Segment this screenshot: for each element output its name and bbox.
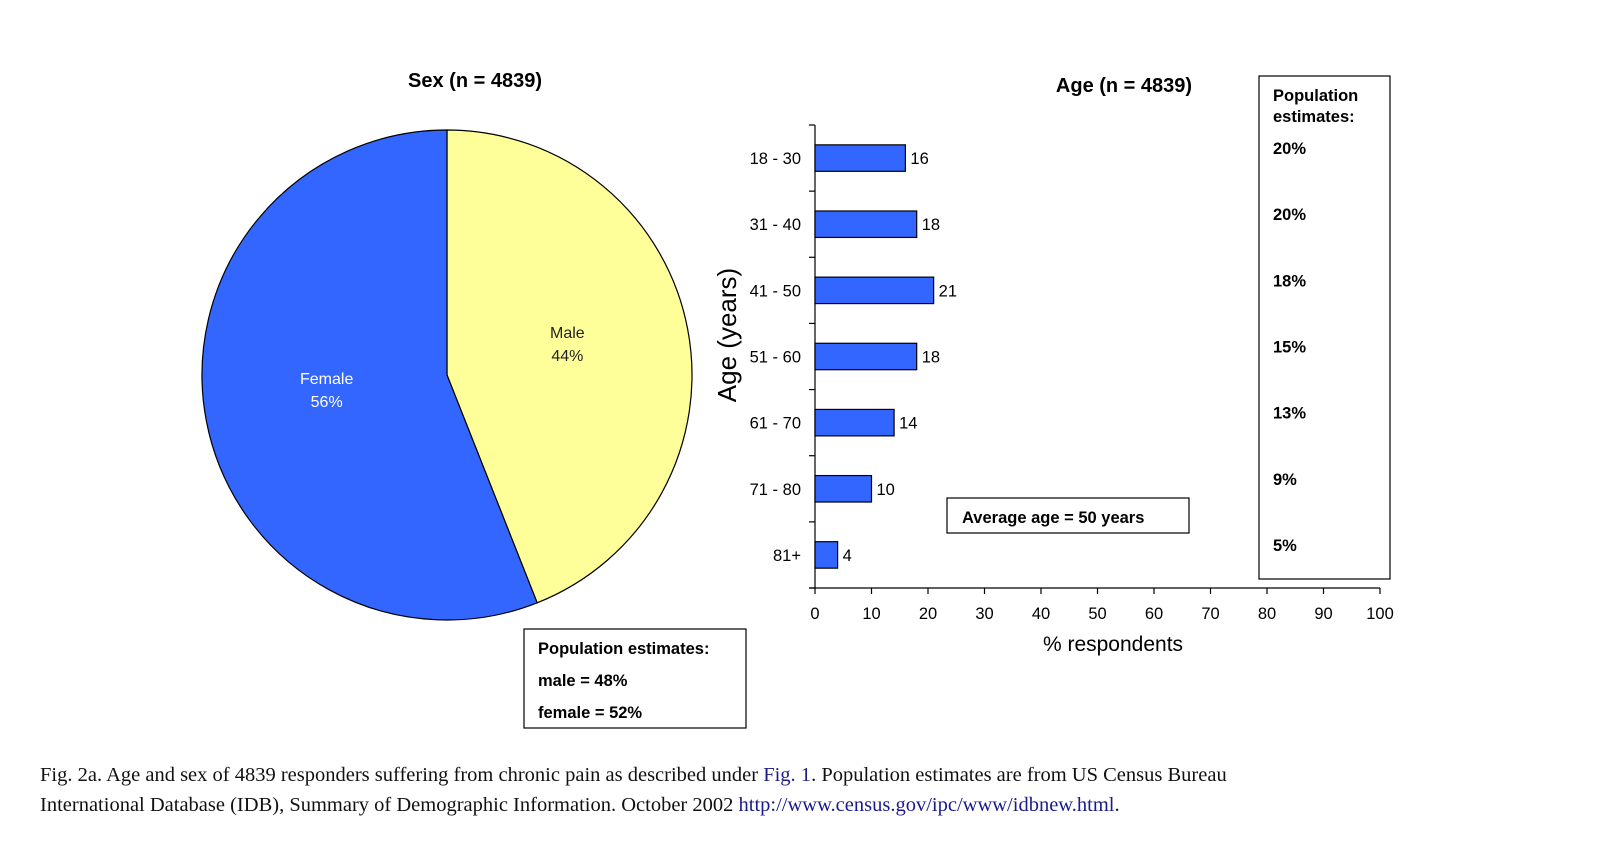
population-estimate-value: 20% — [1273, 206, 1306, 224]
y-tick-label: 71 - 80 — [750, 481, 801, 499]
x-tick-label: 10 — [862, 605, 880, 623]
bar-81+ — [814, 541, 839, 569]
x-tick-label: 20 — [919, 605, 937, 623]
bar-71-80 — [814, 474, 873, 503]
sex-population-female: female = 52% — [538, 704, 642, 722]
caption-line-1: Fig. 2a. Age and sex of 4839 responders … — [40, 760, 1570, 790]
bar-value-label: 18 — [922, 349, 940, 367]
y-tick-label: 18 - 30 — [750, 150, 801, 168]
age-population-box-title-1: Population — [1273, 87, 1358, 105]
x-tick-label: 70 — [1201, 605, 1219, 623]
population-estimate-value: 13% — [1273, 405, 1306, 423]
sex-population-box: Population estimates: male = 48% female … — [523, 628, 747, 729]
bar-value-label: 18 — [922, 216, 940, 234]
pie-chart: Male 44% Female 56% — [201, 129, 693, 621]
x-tick-label: 100 — [1366, 605, 1394, 623]
caption-text: International Database (IDB), Summary of… — [40, 794, 739, 816]
caption-line-2: International Database (IDB), Summary of… — [40, 790, 1570, 820]
sex-population-box-frame — [523, 628, 747, 729]
y-tick-label: 81+ — [773, 547, 801, 565]
bar-31-40 — [814, 210, 918, 239]
bar-value-label: 10 — [877, 481, 895, 499]
x-tick-label: 60 — [1145, 605, 1163, 623]
age-population-box: Population estimates: 20% 20% 18% 15% 13% 9% 5… — [1258, 75, 1391, 580]
sex-population-male: male = 48% — [538, 672, 628, 690]
age-population-box-title-2: estimates: — [1273, 108, 1355, 126]
age-population-box-frame — [1258, 75, 1391, 580]
y-axis-label: Age (years) — [712, 268, 742, 402]
x-tick-label: 40 — [1032, 605, 1050, 623]
average-age-box-frame — [946, 497, 1190, 534]
y-tick-label: 51 - 60 — [750, 349, 801, 367]
figure-caption: Fig. 2a. Age and sex of 4839 responders … — [40, 760, 1570, 820]
pie-title: Sex (n = 4839) — [408, 70, 542, 92]
y-tick-label: 41 - 50 — [750, 282, 801, 300]
pie-pct-female: 56% — [311, 394, 343, 411]
average-age-text: Average age = 50 years — [962, 509, 1144, 527]
population-estimate-value: 9% — [1273, 471, 1297, 489]
caption-text: . — [1114, 794, 1120, 816]
bar-value-label: 16 — [910, 150, 928, 168]
bar-value-label: 21 — [939, 282, 957, 300]
bar-title: Age (n = 4839) — [1056, 75, 1192, 97]
population-estimate-value: 15% — [1273, 339, 1306, 357]
bar-51-60 — [814, 342, 918, 371]
caption-text: Fig. 2a. Age and sex of 4839 responders … — [40, 764, 764, 786]
bar-chart: 0 10 20 30 40 50 60 70 80 90 100 16 18 - 30 18 31 - 40… — [750, 124, 1394, 623]
x-axis-label: % respondents — [1043, 633, 1183, 656]
pie-pct-male: 44% — [551, 348, 583, 365]
bar-value-label: 14 — [899, 415, 917, 433]
y-tick-label: 61 - 70 — [750, 415, 801, 433]
x-tick-label: 90 — [1314, 605, 1332, 623]
average-age-box: Average age = 50 years — [946, 497, 1190, 534]
x-tick-label: 80 — [1258, 605, 1276, 623]
census-url-link[interactable]: http://www.census.gov/ipc/www/idbnew.htm… — [738, 794, 1115, 816]
sex-population-box-title: Population estimates: — [538, 640, 709, 658]
fig1-link[interactable]: Fig. 1 — [763, 764, 812, 786]
x-tick-label: 30 — [975, 605, 993, 623]
bar-41-50 — [814, 276, 935, 305]
x-tick-label: 0 — [810, 605, 819, 623]
x-tick-label: 50 — [1088, 605, 1106, 623]
bar-61-70 — [814, 408, 895, 437]
pie-slice-male — [446, 129, 693, 604]
population-estimate-value: 20% — [1273, 140, 1306, 158]
bar-value-label: 4 — [843, 547, 852, 565]
bar-18-30 — [814, 144, 907, 172]
population-estimate-value: 5% — [1273, 537, 1297, 555]
population-estimate-value: 18% — [1273, 272, 1306, 290]
pie-slice-female — [201, 129, 538, 621]
pie-label-female: Female — [300, 371, 353, 388]
y-tick-label: 31 - 40 — [750, 216, 801, 234]
pie-label-male: Male — [550, 325, 585, 342]
caption-text: . Population estimates are from US Censu… — [811, 764, 1227, 786]
